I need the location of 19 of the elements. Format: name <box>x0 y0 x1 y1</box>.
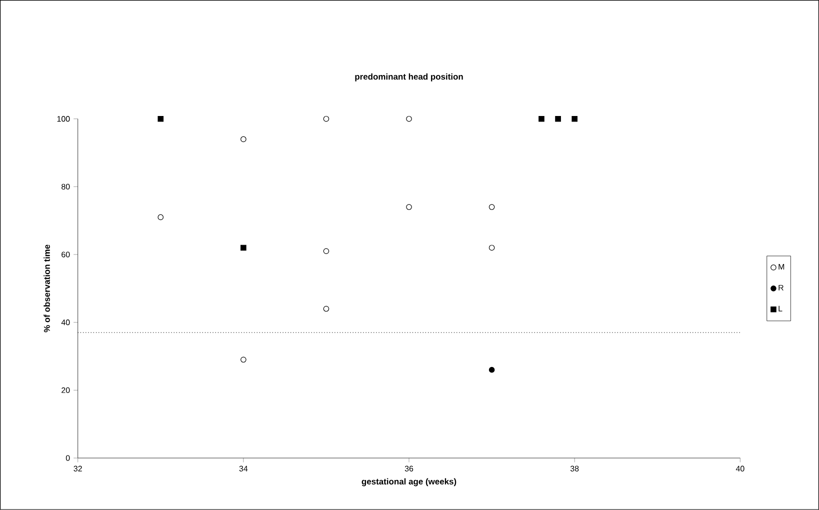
point <box>240 244 246 251</box>
point <box>158 116 164 122</box>
point <box>323 248 330 254</box>
point <box>555 116 561 122</box>
point <box>488 367 495 373</box>
point <box>488 244 495 251</box>
point <box>488 204 495 210</box>
point <box>538 116 544 122</box>
y-axis-title: % of observation time <box>44 244 50 332</box>
point <box>406 204 412 210</box>
x-axis-title: gestational age (weeks) <box>362 478 456 486</box>
chart-title: predominant head position <box>355 74 463 82</box>
point <box>572 116 578 122</box>
point <box>158 214 164 220</box>
point <box>240 136 246 142</box>
point <box>240 356 246 363</box>
point <box>323 116 330 122</box>
point <box>406 116 412 122</box>
point <box>323 306 330 312</box>
